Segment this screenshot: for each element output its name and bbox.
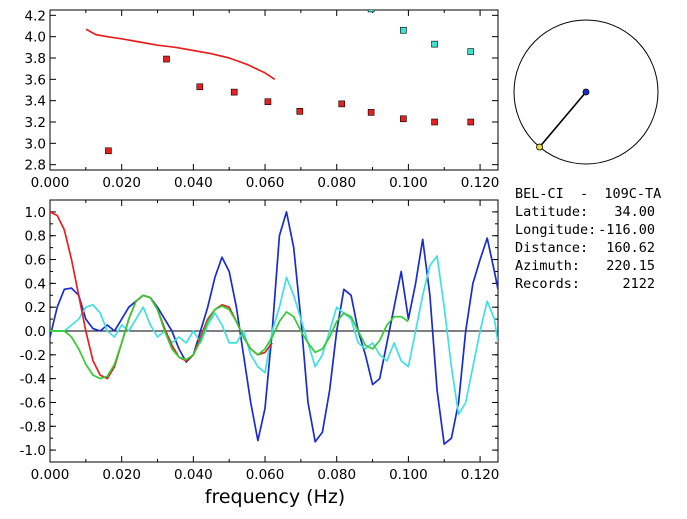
station-pair: BEL-CI - 109C-TA (515, 186, 661, 202)
azimuth-label: Azimuth: (515, 258, 580, 274)
y-tick-label: 0.8 (25, 229, 46, 245)
y-tick-label: 1.0 (25, 205, 46, 221)
data-point (264, 98, 272, 106)
azimuth-value: 220.15 (606, 258, 655, 274)
x-tick-label: 0.060 (246, 175, 285, 191)
correlation-x-ticks: 0.000 0.020 0.040 0.060 0.080 0.100 0.120 (31, 200, 500, 483)
x-tick-label: 0.040 (174, 467, 213, 483)
y-tick-label: 0.2 (25, 300, 46, 316)
y-tick-label: -0.8 (20, 419, 46, 435)
azimuth-dial (513, 19, 659, 165)
x-tick-label: 0.100 (389, 467, 428, 483)
series-line (50, 294, 409, 380)
y-tick-label: 3.8 (25, 51, 46, 67)
data-point (196, 83, 204, 91)
x-tick-label: 0.120 (461, 467, 500, 483)
data-point (431, 118, 438, 126)
x-tick-label: 0.000 (31, 175, 70, 191)
azimuth-circle (513, 19, 659, 165)
y-tick-label: 0.6 (25, 253, 46, 269)
data-point (467, 118, 475, 126)
data-point (400, 115, 407, 123)
dispersion-plot-frame (49, 9, 499, 171)
records-value: 2122 (622, 276, 655, 292)
y-tick-label: 3.2 (25, 115, 46, 131)
dispersion-series (85, 10, 475, 155)
x-tick-label: 0.040 (174, 175, 213, 191)
correlation-panel: 1.0 0.8 0.6 0.4 0.2 0.0 -0.2 -0.4 -0.6 -0.8 -1.0 0… (20, 199, 500, 508)
x-tick-label: 0.060 (246, 467, 285, 483)
azimuth-line (538, 91, 587, 148)
y-tick-label: -0.6 (20, 395, 46, 411)
station-info: BEL-CI - 109C-TA Latitude: 34.00 Longitu… (515, 186, 661, 292)
x-axis-label: frequency (Hz) (205, 486, 345, 508)
series-line (50, 211, 273, 380)
x-tick-label: 0.100 (389, 175, 428, 191)
x-tick-label: 0.120 (461, 175, 500, 191)
station-dot (582, 88, 590, 96)
distance-label: Distance: (515, 240, 588, 256)
y-tick-label: 3.4 (25, 94, 46, 110)
series-line (85, 28, 276, 81)
series-line (50, 255, 498, 416)
x-tick-label: 0.020 (102, 467, 141, 483)
x-tick-label: 0.000 (31, 467, 70, 483)
data-point (367, 109, 375, 116)
data-point (296, 108, 304, 115)
correlation-y-ticks: 1.0 0.8 0.6 0.4 0.2 0.0 -0.2 -0.4 -0.6 -0.8 -1.0 (20, 205, 498, 459)
y-tick-label: 0.0 (25, 324, 46, 340)
data-point (467, 48, 475, 55)
correlation-series (50, 211, 498, 445)
data-point (163, 55, 170, 63)
latitude-value: 34.00 (614, 204, 655, 220)
longitude-label: Longitude: (515, 222, 596, 238)
x-tick-label: 0.080 (317, 467, 356, 483)
x-tick-label: 0.080 (317, 175, 356, 191)
data-point (338, 100, 346, 108)
y-tick-label: 3.0 (25, 136, 46, 152)
y-tick-label: 2.8 (25, 158, 46, 174)
latitude-label: Latitude: (515, 204, 588, 220)
x-tick-label: 0.020 (102, 175, 141, 191)
azimuth-end-dot (536, 143, 543, 151)
dispersion-y-ticks: 2.8 3.0 3.2 3.4 3.6 3.8 4.0 4.2 (25, 8, 498, 174)
y-tick-label: 0.4 (25, 276, 46, 292)
y-tick-label: 3.6 (25, 72, 46, 88)
dispersion-x-ticks: 0.000 0.020 0.040 0.060 0.080 0.100 0.120 (31, 10, 500, 191)
y-tick-label: -0.4 (20, 372, 46, 388)
records-label: Records: (515, 276, 580, 292)
dispersion-panel: 2.8 3.0 3.2 3.4 3.6 3.8 4.0 4.2 0.000 0.020 0.040… (25, 8, 500, 191)
y-tick-label: -0.2 (20, 348, 46, 364)
data-point (230, 88, 238, 96)
data-point (431, 40, 438, 48)
series-line (50, 211, 498, 445)
y-tick-label: 4.0 (25, 30, 46, 46)
y-tick-label: -1.0 (20, 443, 46, 459)
distance-value: 160.62 (606, 240, 655, 256)
data-point (367, 10, 375, 13)
longitude-value: -116.00 (598, 222, 655, 238)
data-point (105, 147, 112, 155)
y-tick-label: 4.2 (25, 8, 46, 24)
data-point (400, 26, 407, 34)
